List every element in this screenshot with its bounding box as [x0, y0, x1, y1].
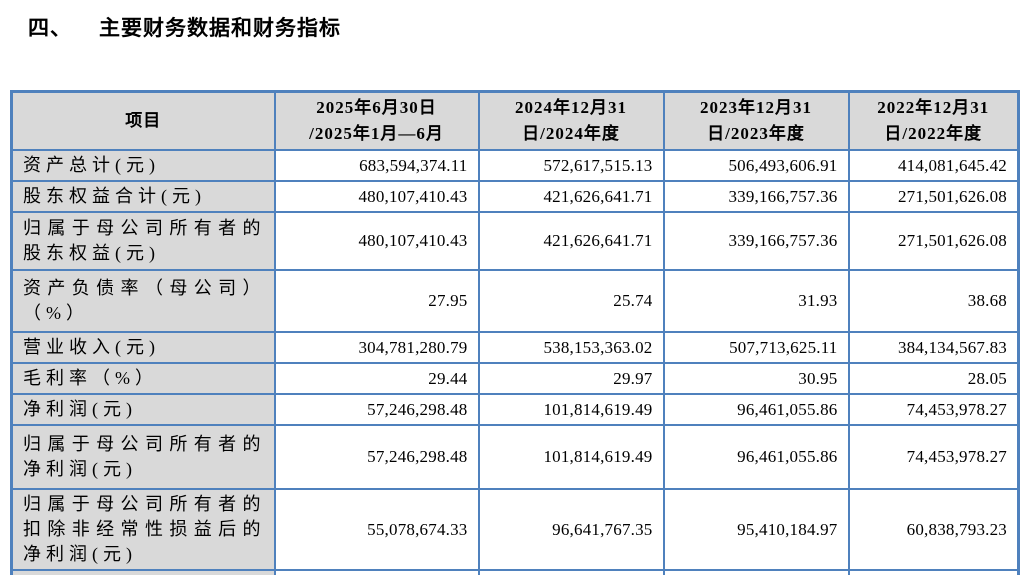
page-title: 四、 主要财务数据和财务指标 [28, 12, 341, 42]
row-label: 资产负债率（母公司）（%） [10, 269, 276, 333]
row-label: 归属于母公司所有者的扣除非经常性损益后的净利润(元) [10, 488, 276, 571]
cell-value: 57,246,298.48 [273, 424, 480, 490]
section-title-text: 主要财务数据和财务指标 [99, 16, 341, 40]
table-row-parent-equity: 归属于母公司所有者的股东权益(元) 480,107,410.43 421,626… [10, 211, 1020, 271]
cell-value: 28.05 [847, 362, 1020, 395]
cell-value: 339,166,757.36 [662, 180, 850, 213]
col-header-2024: 2024年12月31 日/2024年度 [477, 90, 665, 151]
cell-value [662, 569, 850, 575]
cell-value: 507,713,625.11 [662, 331, 850, 364]
cell-value: 572,617,515.13 [477, 149, 665, 182]
table-row-total-assets: 资产总计(元) 683,594,374.11 572,617,515.13 50… [10, 149, 1020, 182]
cell-value: 38.68 [847, 269, 1020, 333]
cell-value: 101,814,619.49 [477, 424, 665, 490]
cell-value: 96,641,767.35 [477, 488, 665, 571]
col-header-item: 项目 [10, 90, 276, 151]
row-label: 股东权益合计(元) [10, 180, 276, 213]
cell-value: 506,493,606.91 [662, 149, 850, 182]
col-header-2025-h1: 2025年6月30日 /2025年1月—6月 [273, 90, 480, 151]
section-number: 四、 [28, 16, 72, 40]
cell-value: 101,814,619.49 [477, 393, 665, 426]
header-row: 项目 2025年6月30日 /2025年1月—6月 2024年12月31 日/2… [10, 90, 1020, 151]
cell-value: 96,461,055.86 [662, 424, 850, 490]
table-body: 资产总计(元) 683,594,374.11 572,617,515.13 50… [10, 149, 1020, 575]
cell-value: 57,246,298.48 [273, 393, 480, 426]
table-row-debt-ratio: 资产负债率（母公司）（%） 27.95 25.74 31.93 38.68 [10, 269, 1020, 333]
cell-value: 96,461,055.86 [662, 393, 850, 426]
table-row-gross-margin: 毛利率（%） 29.44 29.97 30.95 28.05 [10, 362, 1020, 395]
row-label: 营业收入(元) [10, 331, 276, 364]
row-label [10, 569, 276, 575]
cell-value: 271,501,626.08 [847, 211, 1020, 271]
cell-value: 27.95 [273, 269, 480, 333]
cell-value: 74,453,978.27 [847, 424, 1020, 490]
cell-value: 414,081,645.42 [847, 149, 1020, 182]
table-row-partial-clipped [10, 569, 1020, 575]
table-row-parent-net-profit-excl-nonrecurring: 归属于母公司所有者的扣除非经常性损益后的净利润(元) 55,078,674.33… [10, 488, 1020, 571]
cell-value: 538,153,363.02 [477, 331, 665, 364]
cell-value: 421,626,641.71 [477, 180, 665, 213]
table-row-total-equity: 股东权益合计(元) 480,107,410.43 421,626,641.71 … [10, 180, 1020, 213]
cell-value: 480,107,410.43 [273, 180, 480, 213]
cell-value: 304,781,280.79 [273, 331, 480, 364]
col-header-2022: 2022年12月31 日/2022年度 [847, 90, 1020, 151]
cell-value [847, 569, 1020, 575]
table-row-revenue: 营业收入(元) 304,781,280.79 538,153,363.02 50… [10, 331, 1020, 364]
row-label: 净利润(元) [10, 393, 276, 426]
cell-value: 60,838,793.23 [847, 488, 1020, 571]
cell-value: 95,410,184.97 [662, 488, 850, 571]
cell-value: 339,166,757.36 [662, 211, 850, 271]
col-header-2023: 2023年12月31 日/2023年度 [662, 90, 850, 151]
cell-value: 29.44 [273, 362, 480, 395]
table-row-net-profit: 净利润(元) 57,246,298.48 101,814,619.49 96,4… [10, 393, 1020, 426]
financial-data-table: 项目 2025年6月30日 /2025年1月—6月 2024年12月31 日/2… [10, 90, 1020, 575]
cell-value [477, 569, 665, 575]
cell-value: 480,107,410.43 [273, 211, 480, 271]
cell-value: 74,453,978.27 [847, 393, 1020, 426]
cell-value: 421,626,641.71 [477, 211, 665, 271]
cell-value: 384,134,567.83 [847, 331, 1020, 364]
cell-value: 30.95 [662, 362, 850, 395]
cell-value [273, 569, 480, 575]
table-row-parent-net-profit: 归属于母公司所有者的净利润(元) 57,246,298.48 101,814,6… [10, 424, 1020, 490]
row-label: 毛利率（%） [10, 362, 276, 395]
table-header: 项目 2025年6月30日 /2025年1月—6月 2024年12月31 日/2… [10, 90, 1020, 151]
cell-value: 55,078,674.33 [273, 488, 480, 571]
cell-value: 271,501,626.08 [847, 180, 1020, 213]
cell-value: 25.74 [477, 269, 665, 333]
cell-value: 29.97 [477, 362, 665, 395]
row-label: 资产总计(元) [10, 149, 276, 182]
row-label: 归属于母公司所有者的净利润(元) [10, 424, 276, 490]
cell-value: 683,594,374.11 [273, 149, 480, 182]
cell-value: 31.93 [662, 269, 850, 333]
row-label: 归属于母公司所有者的股东权益(元) [10, 211, 276, 271]
